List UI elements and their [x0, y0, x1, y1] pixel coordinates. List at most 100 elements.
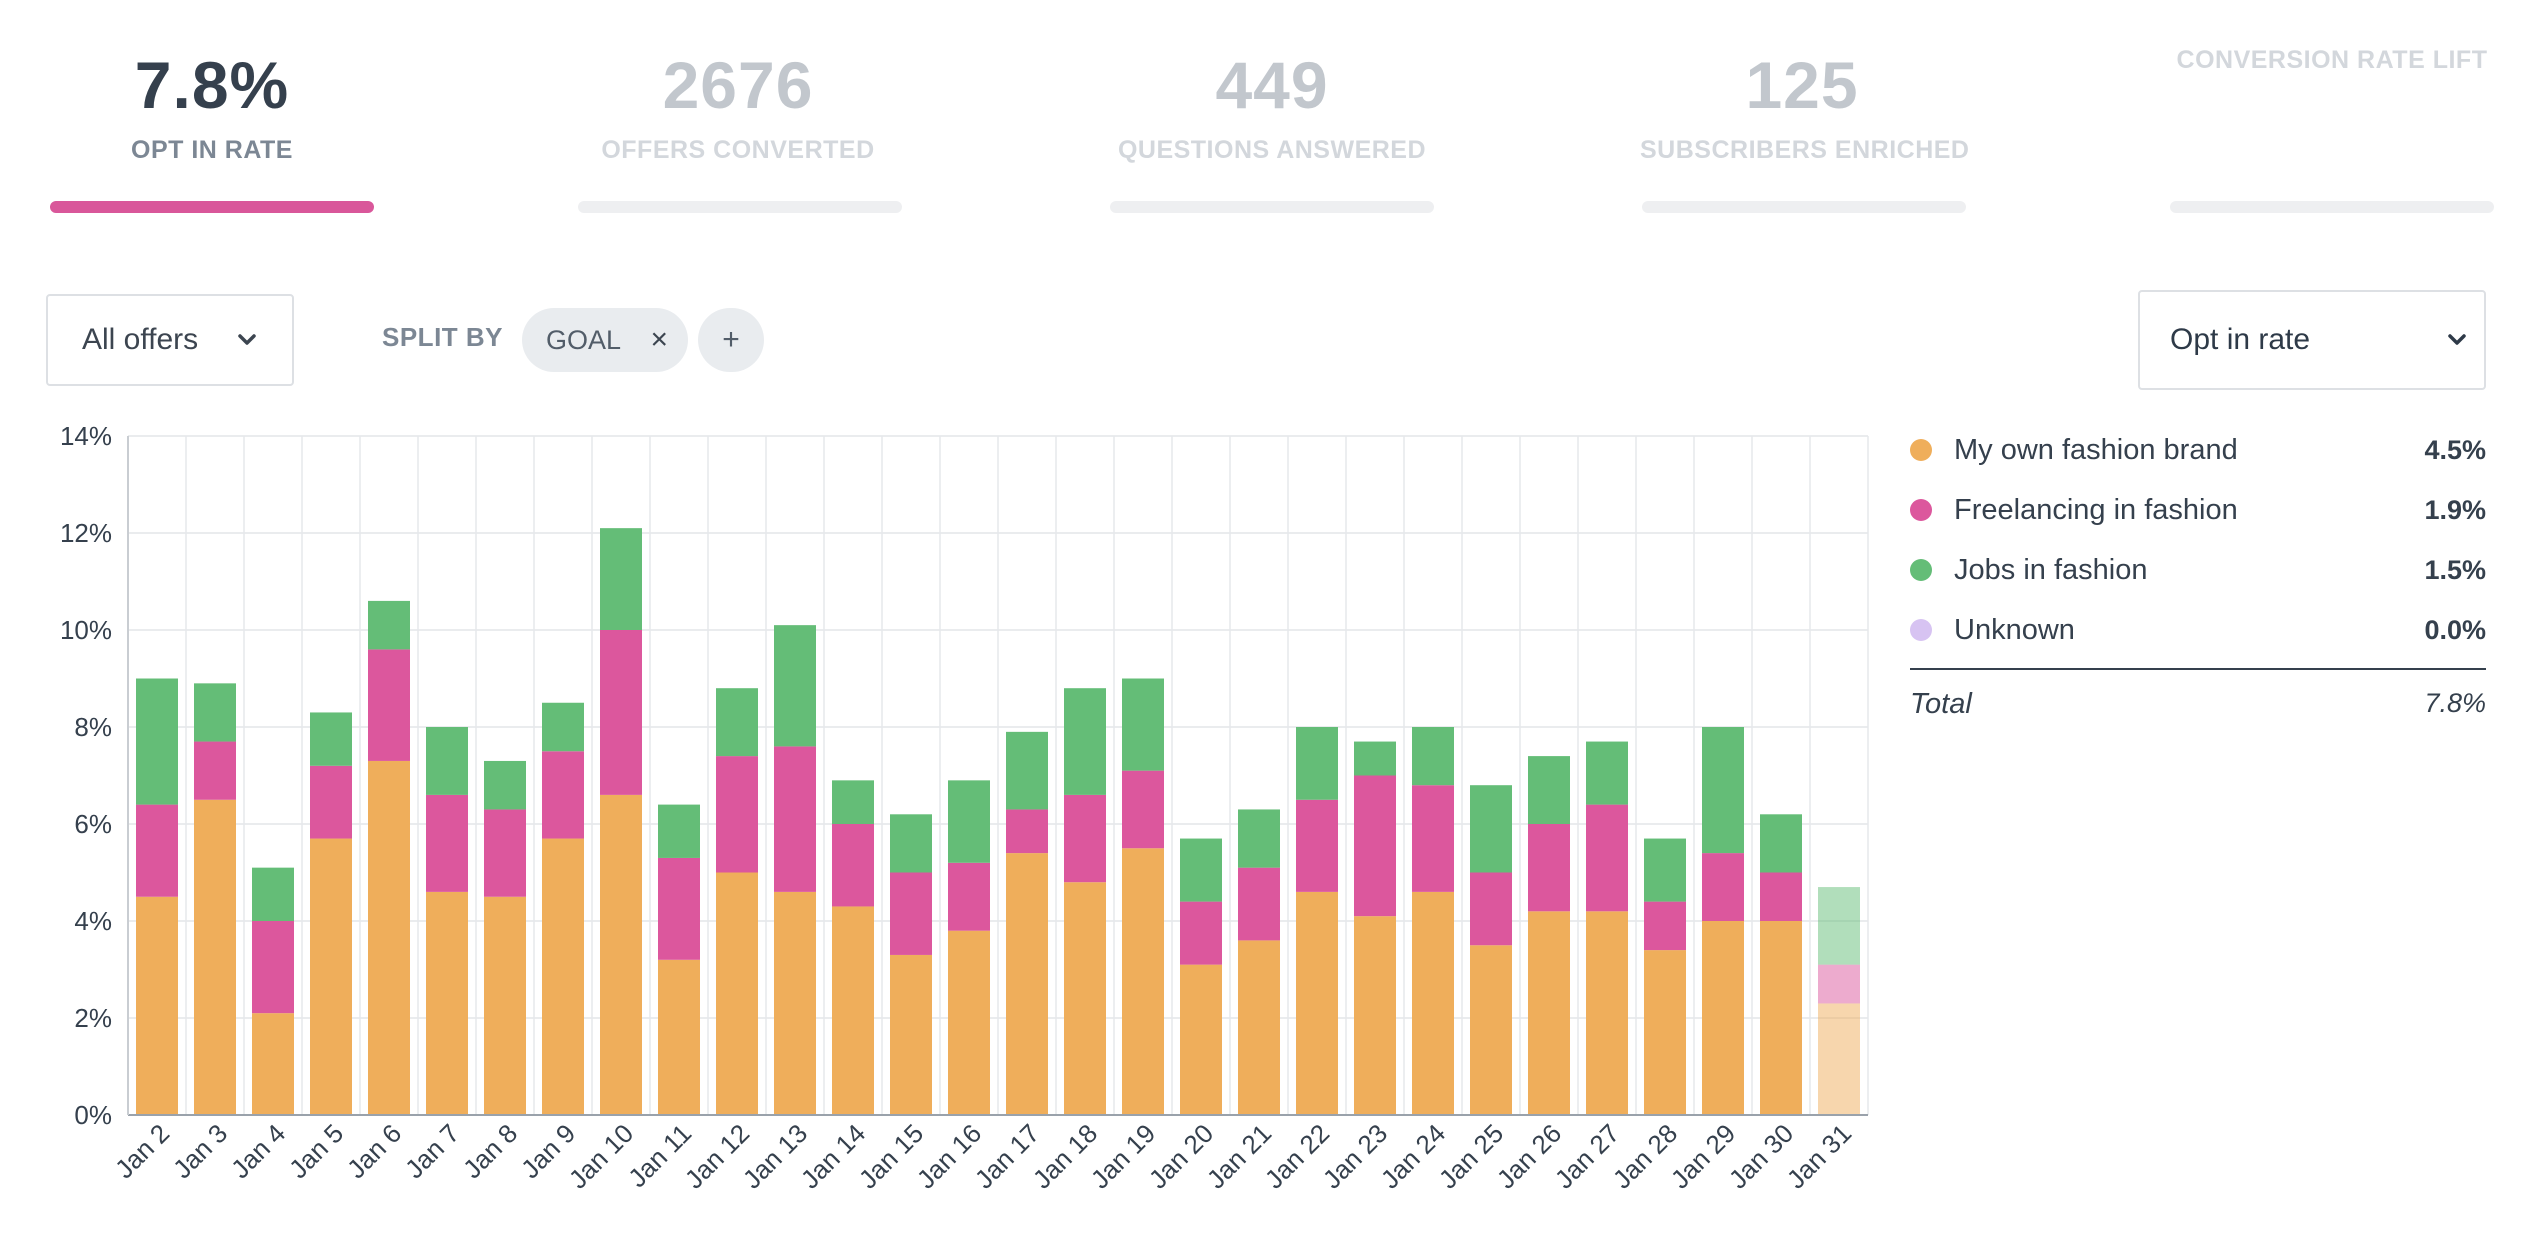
kpi-value: 449 [1215, 48, 1329, 122]
bar-segment [368, 760, 410, 1115]
bar-segment [1818, 887, 1860, 965]
y-tick-label: 8% [74, 712, 112, 742]
legend-total-label: Total [1910, 688, 1972, 720]
bar-segment [368, 649, 410, 761]
x-tick-label: Jan 28 [1607, 1118, 1683, 1194]
x-tick-label: Jan 19 [1085, 1118, 1161, 1194]
bar-segment [310, 712, 352, 766]
x-tick-label: Jan 3 [167, 1118, 233, 1184]
bar-segment [1122, 678, 1164, 771]
legend-item-value: 4.5% [2424, 434, 2486, 465]
kpi-indicator [1110, 201, 1434, 213]
bar-segment [774, 625, 816, 747]
bar-segment [600, 528, 642, 630]
x-tick-label: Jan 4 [225, 1118, 291, 1184]
bar-segment [426, 794, 468, 892]
bar-segment [1702, 853, 1744, 921]
legend-item[interactable]: My own fashion brand 4.5% [1910, 420, 2486, 480]
bar-segment [658, 959, 700, 1115]
x-tick-label: Jan 29 [1665, 1118, 1741, 1194]
offers-dropdown[interactable]: All offers [46, 294, 294, 386]
bar-segment [1180, 964, 1222, 1115]
x-tick-label: Jan 10 [563, 1118, 639, 1194]
bar-segment [1238, 809, 1280, 868]
bar-segment [1470, 785, 1512, 873]
kpi-label: QUESTIONS ANSWERED [1117, 136, 1427, 164]
legend-item-value: 1.9% [2424, 494, 2486, 525]
y-tick-label: 14% [60, 421, 112, 451]
metric-dropdown-value: Opt in rate [2170, 323, 2311, 356]
bar-segment [1818, 1003, 1860, 1115]
bar-segment [832, 906, 874, 1115]
x-tick-label: Jan 7 [399, 1118, 465, 1184]
bar-segment [716, 872, 758, 1115]
bar-segment [890, 814, 932, 873]
bar-segment [1122, 848, 1164, 1115]
bar-segment [194, 683, 236, 742]
kpi-indicator-active [50, 201, 374, 213]
bar-segment [426, 891, 468, 1115]
bar-segment [1412, 785, 1454, 892]
bar-segment [716, 688, 758, 757]
kpi-indicator [1642, 201, 1966, 213]
kpi-questions-answered[interactable]: 449 QUESTIONS ANSWERED [1110, 40, 1434, 170]
bar-segment [1586, 741, 1628, 805]
legend-item[interactable]: Freelancing in fashion 1.9% [1910, 480, 2486, 540]
y-tick-label: 6% [74, 809, 112, 839]
bar-segment [1818, 964, 1860, 1004]
close-icon[interactable]: × [650, 323, 668, 356]
bar-segment [658, 857, 700, 960]
x-tick-label: Jan 20 [1143, 1118, 1219, 1194]
y-tick-label: 10% [60, 615, 112, 645]
bar-segment [1180, 838, 1222, 902]
kpi-label: SUBSCRIBERS ENRICHED [1640, 136, 1970, 164]
split-chip-goal[interactable]: GOAL × [522, 308, 688, 372]
bar-segment [948, 780, 990, 863]
bar-segment [368, 600, 410, 650]
kpi-indicator [578, 201, 902, 213]
split-chip-label: GOAL [546, 324, 622, 355]
bar-segment [1470, 872, 1512, 946]
bar-segment [1064, 688, 1106, 795]
bar-segment [890, 872, 932, 955]
metric-dropdown[interactable]: Opt in rate [2138, 290, 2486, 390]
split-by-label: SPLIT BY [382, 322, 504, 352]
bar-segment [716, 756, 758, 873]
bar-segment [1006, 731, 1048, 810]
y-tick-label: 0% [74, 1100, 112, 1130]
x-tick-label: Jan 14 [795, 1118, 871, 1194]
kpi-conversion-rate-lift[interactable]: CONVERSION RATE LIFT [2170, 40, 2494, 80]
x-tick-label: Jan 23 [1317, 1118, 1393, 1194]
bar-segment [1180, 901, 1222, 965]
legend-dot [1910, 619, 1932, 641]
bar-segment [136, 896, 178, 1115]
bar-segment [1354, 775, 1396, 917]
x-tick-label: Jan 6 [341, 1118, 407, 1184]
bar-segment [658, 804, 700, 858]
bar-segment [1702, 727, 1744, 854]
bar-segment [1006, 853, 1048, 1115]
bar-segment [484, 896, 526, 1115]
bar-segment [1644, 950, 1686, 1115]
y-tick-label: 12% [60, 518, 112, 548]
legend-item[interactable]: Unknown 0.0% [1910, 600, 2486, 660]
legend-item[interactable]: Jobs in fashion 1.5% [1910, 540, 2486, 600]
x-tick-label: Jan 24 [1375, 1118, 1451, 1194]
bar-segment [1644, 838, 1686, 902]
bar-segment [1528, 911, 1570, 1115]
kpi-opt-in-rate[interactable]: 7.8% OPT IN RATE [50, 40, 374, 170]
x-tick-label: Jan 17 [969, 1118, 1045, 1194]
bar-segment [1412, 891, 1454, 1115]
kpi-offers-converted[interactable]: 2676 OFFERS CONVERTED [576, 40, 900, 170]
bar-segment [774, 891, 816, 1115]
legend-dot [1910, 439, 1932, 461]
bar-segment [252, 867, 294, 921]
add-split-button[interactable]: + [698, 308, 764, 372]
bar-segment [252, 1013, 294, 1115]
bar-segment [1064, 882, 1106, 1115]
kpi-subscribers-enriched[interactable]: 125 SUBSCRIBERS ENRICHED [1640, 40, 1970, 170]
y-tick-label: 2% [74, 1003, 112, 1033]
bar-segment [1528, 756, 1570, 824]
bar-segment [1412, 727, 1454, 786]
legend-dot [1910, 499, 1932, 521]
